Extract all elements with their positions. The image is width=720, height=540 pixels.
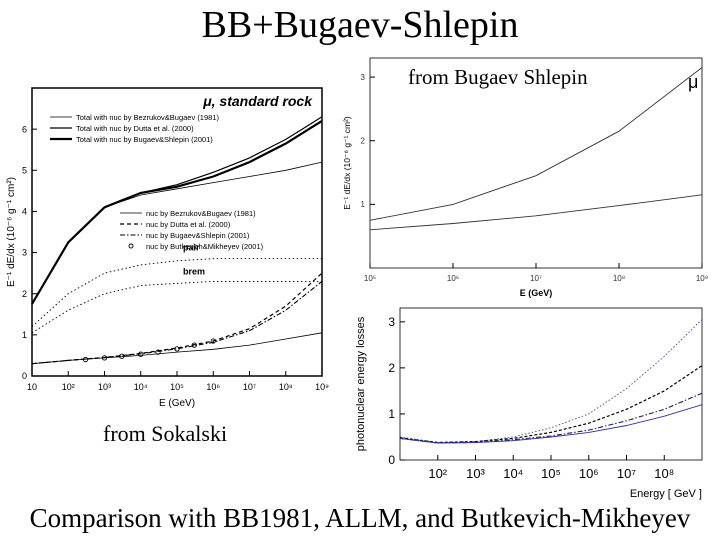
legend-entry: Total with nuc by Bugaev&Shlepin (2001) [76,135,213,144]
chart-bottom-right: 10² 10³ 10⁴ 10⁵ 10⁶ 10⁷ 10⁸ 0 1 2 3 Energy [ GeV ] p… [355,307,703,500]
legend-entry: Total with nuc by Dutta et al. (2000) [76,124,194,133]
x-axis-label: E (GeV) [520,288,553,298]
annotation-pair: pair [183,243,200,253]
y-tick-label: 3 [361,73,366,82]
y-tick-label: 0 [388,453,395,467]
x-tick-label: 10⁴ [134,382,148,392]
source-label-sokalski: from Sokalski [103,421,228,446]
x-tick-label: 10⁹ [696,274,708,283]
series-line [31,272,323,365]
annotation-brem: brem [183,266,205,276]
x-tick-label: 10⁷ [530,274,542,283]
y-tick-label: 3 [22,248,27,258]
series-line [399,404,703,444]
y-tick-label: 5 [22,165,27,175]
x-tick-label: 10⁸ [654,466,674,481]
x-tick-label: 10⁸ [279,382,293,392]
series-line [399,319,703,443]
x-tick-label: 10⁹ [315,382,329,392]
y-tick-label: 4 [22,207,27,217]
y-tick-label: 2 [22,289,27,299]
y-axis-label: E⁻¹ dE/dx (10⁻⁶ g⁻¹ cm²) [6,177,17,287]
y-tick-label: 2 [388,361,395,375]
series-line [369,194,703,231]
x-tick-label: 10 [27,382,37,392]
x-tick-label: 10⁴ [503,466,523,481]
data-point-butkevich [138,351,144,357]
y-tick-label: 1 [22,330,27,340]
series-line [31,258,322,327]
data-point-butkevich [210,338,216,344]
x-axis-label: Energy [ GeV ] [630,488,702,500]
chart-title: μ, standard rock [202,93,313,109]
series-line [31,119,323,305]
x-tick-label: 10³ [466,466,485,481]
y-axis-label: E⁻¹ dE/dx (10⁻⁶ g⁻¹ cm²) [342,116,352,210]
legend-entry: nuc by Bugaev&Shlepin (2001) [146,231,250,240]
data-point-butkevich [191,342,197,348]
x-tick-label: 10⁵ [364,274,376,283]
y-axis-label: photonuclear energy losses [355,316,367,451]
x-tick-label: 10² [62,382,75,392]
x-tick-label: 10² [428,466,447,481]
page-title: BB+Bugaev-Shlepin [201,4,519,46]
x-tick-label: 10⁶ [206,382,220,392]
legend-entry: nuc by Bezrukov&Bugaev (1981) [146,209,256,218]
source-label-bugaev: from Bugaev Shlepin [408,65,588,89]
plot-frame [369,57,703,269]
data-point-butkevich [82,356,89,363]
y-tick-label: 1 [388,407,395,421]
data-point-butkevich [155,349,161,355]
chart-left: 10 10² 10³ 10⁴ 10⁵ 10⁶ 10⁷ 10⁸ 10⁹ 0 1 2 3 4 5 6 E (GeV)… [6,87,329,409]
x-tick-label: 10⁵ [541,466,561,481]
chart-top-right: 10⁵ 10⁶ 10⁷ 10⁸ 10⁹ 1 2 3 E (GeV) E⁻¹ dE/dx (10⁻⁶… [342,57,708,298]
footer-caption: Comparison with BB1981, ALLM, and Butkev… [29,503,691,533]
x-tick-label: 10⁶ [579,466,599,481]
legend-swatch [128,243,134,249]
y-tick-label: 3 [388,315,395,329]
data-point-butkevich [101,355,108,361]
x-tick-label: 10⁷ [243,382,256,392]
series-line [399,392,703,444]
y-tick-label: 0 [22,371,27,381]
series-line [369,67,703,221]
data-point-butkevich [119,353,125,359]
series-line [399,365,703,444]
chart-title: μ [688,72,698,92]
y-tick-label: 6 [22,124,27,134]
legend-entry: Total with nuc by Bezrukov&Bugaev (1981) [76,113,219,122]
x-tick-label: 10⁸ [613,274,625,283]
x-axis-label: E (GeV) [159,398,195,409]
y-tick-label: 2 [361,137,366,146]
legend-entry: nuc by Dutta et al. (2000) [146,220,231,229]
y-tick-label: 1 [361,200,366,209]
legend-entry: nuc by Butkevich&Mikheyev (2001) [146,242,264,251]
series-line [31,280,322,334]
x-tick-label: 10⁷ [617,466,636,481]
x-tick-label: 10⁶ [447,274,459,283]
data-point-butkevich [174,346,180,352]
series-line [31,332,323,365]
x-tick-label: 10⁵ [170,382,184,392]
x-tick-label: 10³ [98,382,111,392]
